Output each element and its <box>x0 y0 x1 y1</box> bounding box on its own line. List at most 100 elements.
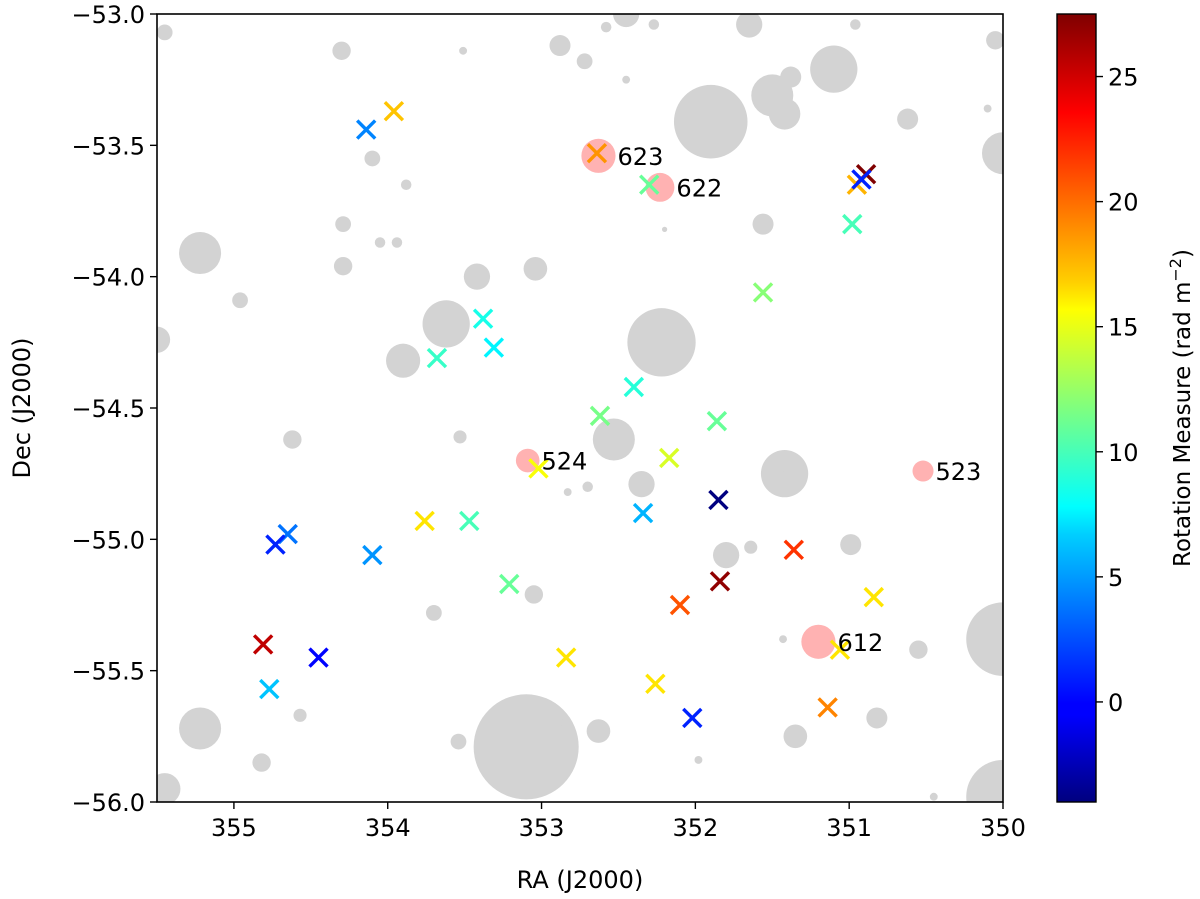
background-source <box>628 471 655 498</box>
background-source <box>332 41 351 60</box>
background-source <box>157 24 173 41</box>
background-source <box>929 792 938 801</box>
colorbar-tick-label: 5 <box>1108 564 1123 592</box>
background-source <box>252 753 271 772</box>
highlighted-source <box>515 448 540 473</box>
background-source <box>779 635 787 644</box>
background-source <box>592 418 635 461</box>
background-source <box>966 759 1003 802</box>
y-tick-label: −55.0 <box>71 526 145 554</box>
rm-marker <box>252 634 274 655</box>
background-source <box>364 150 381 167</box>
x-axis-ticks: 355 354 353 352 351 350 <box>211 802 1026 842</box>
rm-marker <box>706 410 728 432</box>
x-tick-label: 353 <box>519 814 565 842</box>
colorbar-tick-label: 10 <box>1108 439 1139 467</box>
background-source <box>736 14 763 38</box>
rm-marker <box>708 489 729 511</box>
background-source <box>523 256 548 281</box>
background-source <box>661 226 668 233</box>
rm-marker <box>851 169 872 190</box>
rm-marker <box>362 544 383 566</box>
background-source <box>673 84 748 159</box>
colorbar-tick-label: 20 <box>1108 189 1139 217</box>
background-sources <box>157 14 1003 802</box>
y-tick-label: −54.0 <box>71 264 145 292</box>
background-source <box>783 724 808 749</box>
background-source <box>179 232 222 275</box>
rm-marker <box>783 539 805 561</box>
background-source <box>563 488 572 496</box>
x-axis-label: RA (J2000) <box>517 866 644 894</box>
rm-markers <box>252 100 884 729</box>
background-source <box>622 75 631 84</box>
background-source <box>768 98 801 130</box>
highlighted-source <box>801 624 836 659</box>
rm-marker <box>483 337 505 358</box>
background-source <box>232 292 248 309</box>
colorbar-ticks: 0 5 10 15 20 25 <box>1096 64 1139 717</box>
y-tick-label: −55.5 <box>71 658 145 686</box>
plot-area <box>157 14 1003 802</box>
rm-marker <box>659 447 680 469</box>
x-tick-label: 354 <box>365 814 411 842</box>
rm-marker <box>623 376 645 398</box>
y-axis-ticks: −53.0 −53.5 −54.0 −54.5 −55.0 −55.5 −56.0 <box>71 1 157 817</box>
background-source <box>744 540 758 554</box>
rm-marker <box>842 213 863 235</box>
background-source <box>712 541 740 569</box>
background-source <box>810 45 858 93</box>
source-id-label: 612 <box>837 629 883 657</box>
rm-marker <box>752 282 774 303</box>
colorbar <box>1056 13 1097 803</box>
rm-marker <box>639 174 660 195</box>
background-source <box>866 707 888 729</box>
background-source <box>576 53 593 70</box>
rm-marker <box>555 647 577 668</box>
background-source <box>752 213 774 235</box>
colorbar-label: Rotation Measure (rad m−2) <box>1166 249 1196 567</box>
background-source <box>986 31 1003 50</box>
y-axis-label: Dec (J2000) <box>8 338 36 479</box>
x-tick-label: 351 <box>826 814 872 842</box>
x-tick-label: 352 <box>672 814 718 842</box>
background-source <box>780 66 802 88</box>
background-source <box>293 708 307 722</box>
colorbar-tick-label: 15 <box>1108 314 1139 342</box>
rm-marker <box>499 573 520 595</box>
background-source <box>586 719 611 743</box>
background-source <box>157 326 171 353</box>
rm-marker <box>528 458 549 479</box>
rm-marker <box>632 502 654 524</box>
background-source <box>400 179 412 190</box>
rm-marker <box>709 571 731 592</box>
x-tick-label: 355 <box>211 814 257 842</box>
rm-marker <box>863 586 884 608</box>
rm-marker <box>589 405 611 427</box>
background-source <box>648 19 660 30</box>
background-source <box>981 132 1003 175</box>
rm-marker <box>265 534 286 555</box>
background-source <box>582 481 593 493</box>
rm-marker <box>669 594 691 616</box>
background-source <box>425 605 442 621</box>
background-source <box>600 21 612 33</box>
x-tick-label: 350 <box>980 814 1026 842</box>
source-id-label: 623 <box>618 143 664 171</box>
rm-marker <box>308 647 329 668</box>
background-source <box>333 256 353 276</box>
source-id-label: 524 <box>542 448 588 476</box>
highlighted-source <box>912 460 934 482</box>
background-source <box>386 343 421 378</box>
background-source <box>391 237 403 248</box>
background-source <box>283 430 302 449</box>
source-id-label: 523 <box>936 458 982 486</box>
background-source <box>473 694 579 800</box>
background-source <box>966 602 1003 676</box>
rm-marker <box>355 119 377 140</box>
background-source <box>453 430 467 444</box>
background-source <box>983 104 992 113</box>
rm-marker <box>586 143 608 164</box>
y-tick-label: −53.0 <box>71 1 145 29</box>
